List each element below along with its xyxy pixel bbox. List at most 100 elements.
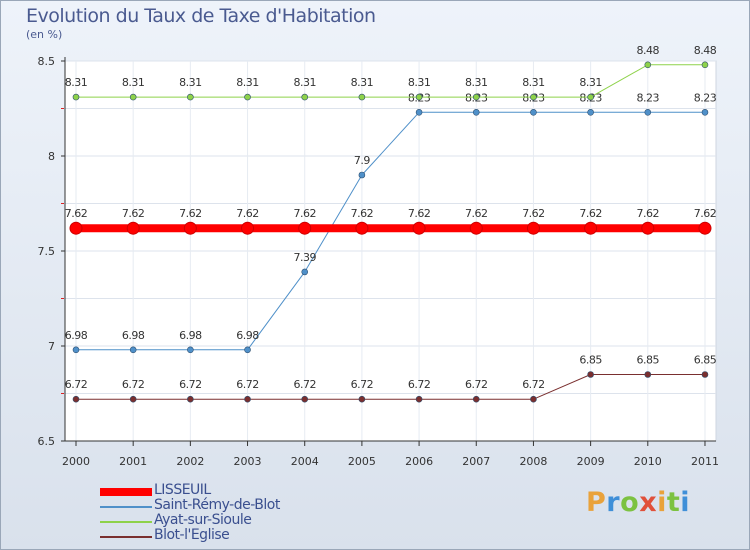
data-label-ayat-sur-sioule: 8.31 (122, 76, 145, 89)
x-tick-label: 2001 (119, 455, 147, 468)
data-label-ayat-sur-sioule: 8.31 (351, 76, 374, 89)
data-point-blot-l-eglise (644, 371, 652, 378)
chart-subtitle: (en %) (26, 28, 63, 41)
x-tick-label: 2000 (62, 455, 90, 468)
data-label-blot-l-eglise: 6.72 (351, 378, 374, 391)
data-label-blot-l-eglise: 6.72 (236, 378, 259, 391)
data-point-ayat-sur-sioule (72, 93, 80, 101)
data-label-lisseuil: 7.62 (179, 207, 202, 220)
data-point-lisseuil (69, 221, 83, 235)
data-label-saint-r-my-de-blot: 6.98 (65, 329, 88, 342)
data-point-ayat-sur-sioule (358, 93, 366, 101)
data-point-blot-l-eglise (244, 395, 251, 403)
data-label-lisseuil: 7.62 (522, 207, 545, 220)
x-tick-label: 2006 (405, 455, 433, 468)
data-point-lisseuil (469, 221, 483, 235)
y-tick-label: 7 (48, 340, 55, 353)
data-point-ayat-sur-sioule (644, 61, 652, 69)
x-tick-label: 2005 (348, 455, 376, 468)
data-label-ayat-sur-sioule: 8.31 (293, 76, 316, 89)
legend-swatch (100, 488, 152, 496)
data-point-ayat-sur-sioule (472, 93, 480, 101)
data-label-ayat-sur-sioule: 8.31 (236, 76, 259, 89)
data-label-ayat-sur-sioule: 8.31 (65, 76, 88, 89)
proxiti-logo: Proxiti (586, 487, 690, 518)
data-point-saint-r-my-de-blot (72, 346, 80, 354)
data-point-blot-l-eglise (129, 395, 137, 403)
data-label-saint-r-my-de-blot: 7.39 (293, 251, 316, 264)
legend-label: LISSEUIL (154, 482, 211, 498)
data-point-saint-r-my-de-blot (129, 346, 137, 354)
series-line-ayat-sur-sioule (75, 64, 706, 98)
y-tick-label: 6.5 (38, 435, 56, 448)
y-tick-label: 7.5 (38, 245, 56, 258)
logo-letter: i (680, 487, 691, 518)
data-label-blot-l-eglise: 6.72 (465, 378, 488, 391)
logo-letter: r (606, 487, 621, 518)
data-label-ayat-sur-sioule: 8.48 (637, 44, 660, 57)
data-point-saint-r-my-de-blot (701, 109, 709, 116)
data-point-saint-r-my-de-blot (587, 109, 594, 116)
data-point-blot-l-eglise (358, 395, 366, 403)
data-label-lisseuil: 7.62 (694, 207, 717, 220)
data-label-lisseuil: 7.62 (408, 207, 431, 220)
x-tick-label: 2007 (462, 455, 490, 468)
data-label-ayat-sur-sioule: 8.48 (694, 44, 717, 57)
data-label-lisseuil: 7.62 (637, 207, 660, 220)
data-label-blot-l-eglise: 6.85 (637, 354, 660, 367)
data-label-saint-r-my-de-blot: 6.98 (236, 329, 259, 342)
data-point-lisseuil (298, 221, 312, 235)
legend-label: Ayat-sur-Sioule (154, 512, 252, 528)
data-point-lisseuil (526, 221, 540, 235)
logo-letter: x (639, 487, 658, 518)
x-tick-label: 2010 (634, 455, 662, 468)
data-label-lisseuil: 7.62 (293, 207, 316, 220)
data-point-lisseuil (183, 221, 197, 235)
data-point-saint-r-my-de-blot (358, 171, 366, 179)
logo-letter: o (620, 487, 640, 518)
data-label-saint-r-my-de-blot: 6.98 (179, 329, 202, 342)
data-label-saint-r-my-de-blot: 8.23 (694, 91, 717, 104)
data-label-lisseuil: 7.62 (65, 207, 88, 220)
data-label-saint-r-my-de-blot: 6.98 (122, 329, 145, 342)
data-point-lisseuil (126, 221, 140, 235)
data-label-ayat-sur-sioule: 8.31 (579, 76, 602, 89)
data-label-blot-l-eglise: 6.72 (293, 378, 316, 391)
logo-letter: i (657, 487, 667, 518)
data-label-blot-l-eglise: 6.72 (408, 378, 431, 391)
data-point-blot-l-eglise (472, 395, 480, 403)
data-point-blot-l-eglise (187, 395, 194, 403)
x-tick-label: 2003 (234, 455, 262, 468)
data-label-lisseuil: 7.62 (579, 207, 602, 220)
data-point-blot-l-eglise (530, 395, 537, 403)
data-label-blot-l-eglise: 6.85 (579, 354, 602, 367)
data-label-lisseuil: 7.62 (465, 207, 488, 220)
data-label-ayat-sur-sioule: 8.31 (408, 76, 431, 89)
data-point-ayat-sur-sioule (587, 93, 594, 101)
data-label-blot-l-eglise: 6.72 (179, 378, 202, 391)
x-tick-label: 2002 (176, 455, 204, 468)
series-line-blot-l-eglise (75, 374, 706, 400)
y-tick-label: 8 (48, 150, 55, 163)
data-label-saint-r-my-de-blot: 7.9 (354, 154, 370, 167)
data-point-lisseuil (241, 221, 255, 235)
data-point-ayat-sur-sioule (244, 93, 251, 101)
data-point-blot-l-eglise (301, 395, 309, 403)
x-tick-label: 2008 (519, 455, 547, 468)
data-point-ayat-sur-sioule (187, 93, 194, 101)
data-point-lisseuil (698, 221, 712, 235)
data-point-saint-r-my-de-blot (644, 109, 652, 116)
data-label-ayat-sur-sioule: 8.31 (522, 76, 545, 89)
logo-letter: t (666, 487, 681, 518)
data-label-blot-l-eglise: 6.72 (65, 378, 88, 391)
data-point-lisseuil (641, 221, 655, 235)
chart-title: Evolution du Taux de Taxe d'Habitation (26, 5, 376, 27)
data-label-lisseuil: 7.62 (351, 207, 374, 220)
data-point-saint-r-my-de-blot (301, 268, 309, 276)
data-label-lisseuil: 7.62 (236, 207, 259, 220)
x-tick-label: 2009 (577, 455, 605, 468)
x-tick-label: 2011 (691, 455, 719, 468)
data-label-saint-r-my-de-blot: 8.23 (637, 91, 660, 104)
data-label-lisseuil: 7.62 (122, 207, 145, 220)
